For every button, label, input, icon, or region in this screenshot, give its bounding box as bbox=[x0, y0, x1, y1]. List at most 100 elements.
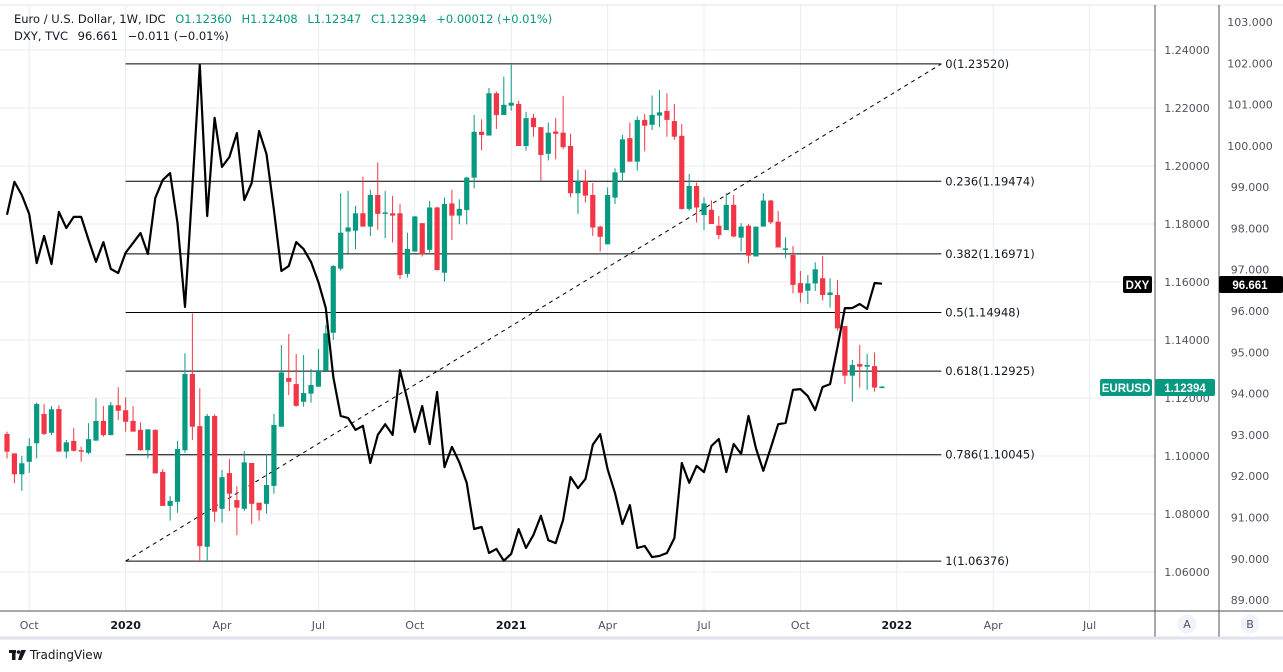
candle bbox=[263, 453, 270, 514]
candle-body bbox=[419, 223, 425, 255]
candle-body bbox=[389, 213, 396, 216]
candle bbox=[293, 353, 299, 407]
candle bbox=[256, 502, 262, 521]
candle bbox=[19, 456, 25, 491]
candle bbox=[545, 122, 551, 161]
candle-body bbox=[330, 266, 336, 333]
time-axis-tick: Oct bbox=[20, 619, 40, 632]
candle bbox=[597, 225, 603, 252]
candle-body bbox=[478, 131, 485, 135]
pane-borders bbox=[0, 4, 1283, 640]
candle bbox=[4, 431, 10, 459]
eurusd-candles bbox=[4, 64, 885, 562]
candle-body bbox=[382, 212, 388, 214]
dxy-line bbox=[5, 63, 883, 562]
candle-body bbox=[441, 203, 448, 273]
candle-body bbox=[768, 200, 774, 223]
candle-body bbox=[575, 180, 581, 194]
candle bbox=[412, 215, 418, 252]
time-axis-tick: Apr bbox=[213, 619, 233, 632]
candle bbox=[352, 206, 359, 250]
candle bbox=[182, 353, 188, 453]
candle-body bbox=[34, 404, 40, 444]
time-axis-tick: 2020 bbox=[110, 619, 141, 632]
candle-body bbox=[731, 204, 737, 237]
candle bbox=[338, 193, 344, 271]
candle-body bbox=[100, 420, 106, 436]
main-series-legend[interactable]: Euro / U.S. Dollar, 1W, IDC O1.12360 H1.… bbox=[14, 12, 558, 26]
candle bbox=[323, 324, 329, 371]
candle bbox=[575, 169, 581, 214]
candle-body bbox=[241, 462, 247, 509]
dxy-tag: DXY 96.661 bbox=[1123, 276, 1283, 293]
candle bbox=[130, 406, 136, 432]
candle-body bbox=[686, 186, 692, 209]
candle bbox=[731, 195, 737, 238]
dxy-axis-tick: 101.000 bbox=[1227, 99, 1273, 112]
candle bbox=[100, 406, 106, 437]
candle-body bbox=[664, 110, 670, 120]
candle bbox=[241, 451, 247, 511]
candle-body bbox=[679, 135, 685, 209]
candle bbox=[427, 200, 433, 253]
candle bbox=[649, 95, 655, 131]
footer-brand[interactable]: TradingView bbox=[9, 648, 103, 662]
fib-level-label: 1(1.06376) bbox=[945, 554, 1009, 568]
candle-body bbox=[160, 471, 166, 506]
candle bbox=[464, 176, 470, 225]
legend-symbol-title[interactable]: Euro / U.S. Dollar, 1W, IDC bbox=[14, 12, 166, 26]
candle bbox=[167, 496, 173, 521]
fibonacci-retracement[interactable]: 0(1.23520) 0.236(1.19474) 0.382(1.16971) 0.… bbox=[125, 57, 1035, 568]
candle bbox=[397, 203, 403, 280]
time-axis-tick: Oct bbox=[405, 619, 425, 632]
dxy-axis-tick: 99.000 bbox=[1231, 181, 1270, 194]
candle-body bbox=[174, 449, 181, 502]
candle-body bbox=[26, 446, 32, 462]
candle bbox=[753, 226, 759, 257]
legend-close: C1.12394 bbox=[370, 12, 427, 26]
candle-body bbox=[649, 114, 655, 125]
candle bbox=[367, 189, 373, 236]
candle bbox=[812, 262, 818, 291]
dxy-axis-tick: 92.000 bbox=[1231, 470, 1270, 483]
candle-body bbox=[834, 295, 841, 329]
candle bbox=[701, 197, 707, 231]
dxy-price-axis[interactable]: 89.000 90.000 91.000 92.000 93.000 94.000 95.0… bbox=[1227, 16, 1273, 607]
dxy-axis-tick: 95.000 bbox=[1231, 346, 1270, 359]
time-axis-tick: Apr bbox=[598, 619, 618, 632]
candle bbox=[63, 440, 69, 459]
candle-body bbox=[167, 500, 173, 506]
candle bbox=[516, 100, 522, 146]
scale-b-button[interactable]: B bbox=[1240, 614, 1260, 634]
time-axis-tick: Jul bbox=[1082, 619, 1096, 632]
candle-body bbox=[375, 195, 381, 214]
candle-body bbox=[879, 386, 885, 389]
legend-compare-title[interactable]: DXY, TVC bbox=[14, 29, 68, 43]
candle-body bbox=[78, 450, 84, 452]
tradingview-logo-icon bbox=[9, 650, 26, 660]
candle-body bbox=[308, 384, 314, 394]
candle-body bbox=[404, 248, 411, 274]
candle-body bbox=[516, 103, 522, 146]
scale-a-button[interactable]: A bbox=[1177, 614, 1197, 634]
candle-body bbox=[263, 485, 270, 504]
time-axis[interactable]: Oct 2020 Apr Jul Oct 2021 Apr Jul Oct 2022 Apr Jul bbox=[20, 619, 1097, 632]
compare-series-legend[interactable]: DXY, TVC 96.661 −0.011 (−0.01%) bbox=[14, 29, 235, 43]
legend-compare-value: 96.661 bbox=[77, 29, 118, 43]
candle bbox=[478, 119, 485, 151]
candle bbox=[286, 333, 292, 396]
eurusd-axis-tick: 1.10000 bbox=[1164, 450, 1210, 463]
chart-frame[interactable]: 0(1.23520) 0.236(1.19474) 0.382(1.16971) 0.… bbox=[0, 0, 1283, 640]
candle-body bbox=[530, 117, 537, 128]
time-axis-tick: Jul bbox=[696, 619, 710, 632]
candle-body bbox=[123, 410, 129, 422]
eurusd-price-axis[interactable]: 1.060001.080001.100001.120001.140001.160… bbox=[1164, 44, 1210, 579]
candle bbox=[219, 469, 225, 523]
candle-body bbox=[315, 370, 322, 387]
candle-body bbox=[449, 203, 455, 216]
candle bbox=[404, 232, 411, 278]
candle bbox=[93, 398, 99, 441]
candle bbox=[308, 369, 314, 403]
candle-body bbox=[708, 209, 715, 224]
candle-body bbox=[857, 364, 863, 367]
